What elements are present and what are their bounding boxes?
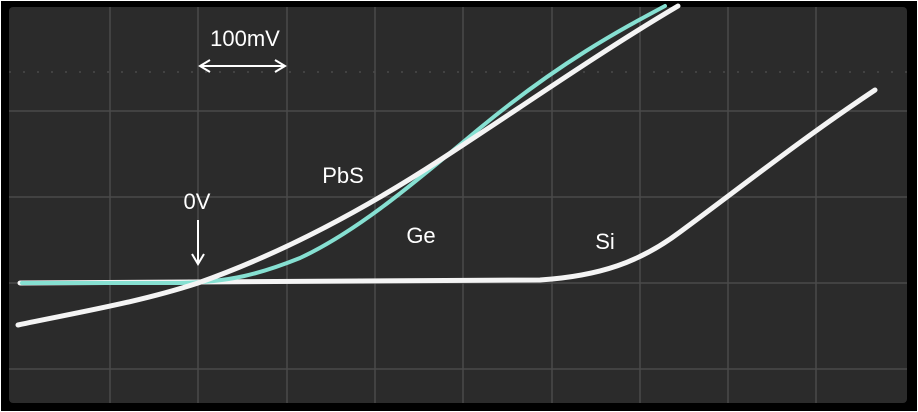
page: 100mV 0V PbS Ge Si (() => { const data =… <box>0 0 918 412</box>
screen <box>9 7 907 403</box>
scale-label: 100mV <box>210 26 280 51</box>
zero-label: 0V <box>184 189 211 214</box>
oscilloscope-photo: 100mV 0V PbS Ge Si <box>0 0 918 412</box>
ge-label: Ge <box>406 223 435 248</box>
si-label: Si <box>595 229 615 254</box>
pbs-label: PbS <box>322 163 364 188</box>
